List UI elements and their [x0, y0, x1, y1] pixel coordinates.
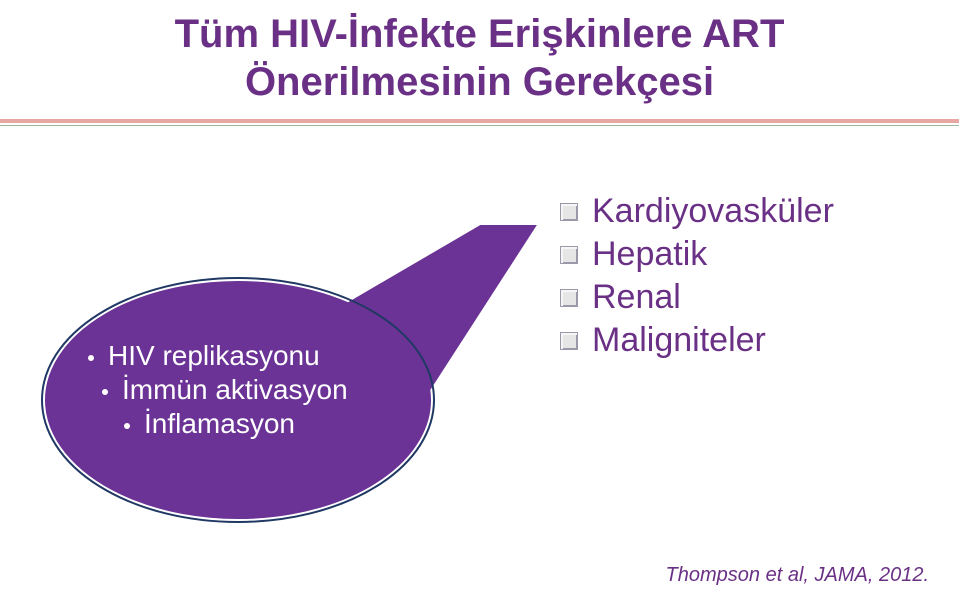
square-bullet-icon [560, 203, 578, 221]
outcome-list-item-label: Hepatik [592, 235, 707, 274]
outcome-list-item-label: Maligniteler [592, 321, 766, 360]
title-divider [0, 119, 959, 127]
bubble-list: HIV replikasyonuİmmün aktivasyonİnflamas… [88, 340, 348, 442]
outcome-list-item-label: Renal [592, 278, 681, 317]
outcome-list-item: Renal [560, 278, 834, 317]
slide-title-line-1: Tüm HIV-İnfekte Erişkinlere ART [0, 10, 959, 58]
bubble-list-item-label: HIV replikasyonu [108, 340, 320, 371]
outcome-list-item: Maligniteler [560, 321, 834, 360]
outcome-list: Kardiyovasküler Hepatik Renal Maligniteler [560, 192, 834, 364]
bullet-icon [124, 423, 130, 429]
slide-title-line-2: Önerilmesinin Gerekçesi [0, 58, 959, 106]
outcome-list-item: Hepatik [560, 235, 834, 274]
square-bullet-icon [560, 289, 578, 307]
bubble-list-item-label: İnflamasyon [144, 408, 295, 439]
square-bullet-icon [560, 246, 578, 264]
outcome-list-item: Kardiyovasküler [560, 192, 834, 231]
citation: Thompson et al, JAMA, 2012. [666, 564, 929, 587]
outcome-list-item-label: Kardiyovasküler [592, 192, 834, 231]
bubble-list-item: İnflamasyon [88, 408, 348, 440]
bubble-list-item: HIV replikasyonu [88, 340, 348, 372]
divider-main [0, 119, 959, 123]
bubble-list-item-label: İmmün aktivasyon [122, 374, 348, 405]
divider-thin [0, 125, 959, 126]
square-bullet-icon [560, 332, 578, 350]
bubble-shape: HIV replikasyonuİmmün aktivasyonİnflamas… [38, 225, 588, 545]
bubble-list-item: İmmün aktivasyon [88, 374, 348, 406]
slide-title: Tüm HIV-İnfekte Erişkinlere ART Önerilme… [0, 0, 959, 106]
bullet-icon [88, 355, 94, 361]
bullet-icon [102, 389, 108, 395]
